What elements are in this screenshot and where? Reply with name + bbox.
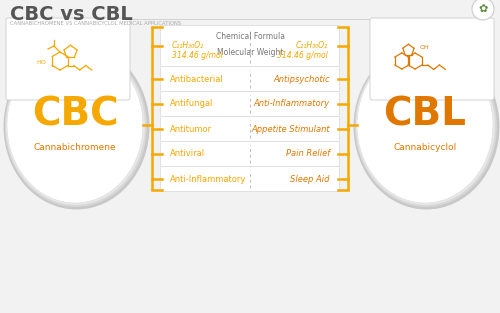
- Ellipse shape: [357, 47, 493, 203]
- Text: 314.46 g/mol: 314.46 g/mol: [172, 51, 223, 60]
- FancyBboxPatch shape: [160, 91, 340, 116]
- Text: Antibacterial: Antibacterial: [170, 74, 224, 84]
- Ellipse shape: [7, 47, 143, 203]
- Text: HO: HO: [37, 60, 46, 65]
- Text: Antipsychotic: Antipsychotic: [274, 74, 330, 84]
- Text: Antiviral: Antiviral: [170, 150, 205, 158]
- Text: Chemical Formula: Chemical Formula: [216, 32, 284, 41]
- Text: Anti-Inflammatory: Anti-Inflammatory: [254, 100, 330, 109]
- Text: Antitumor: Antitumor: [170, 125, 212, 134]
- Text: Antifungal: Antifungal: [170, 100, 214, 109]
- Text: CBC vs CBL: CBC vs CBL: [10, 5, 133, 24]
- FancyBboxPatch shape: [160, 167, 340, 192]
- Ellipse shape: [4, 44, 150, 209]
- Ellipse shape: [354, 44, 500, 209]
- FancyBboxPatch shape: [370, 18, 494, 100]
- Ellipse shape: [5, 45, 147, 207]
- Text: Sleep Aid: Sleep Aid: [290, 175, 330, 183]
- Ellipse shape: [356, 46, 495, 205]
- Text: Cannabicyclol: Cannabicyclol: [394, 142, 456, 151]
- Text: CBL: CBL: [384, 96, 466, 134]
- Text: 314.46 g/mol: 314.46 g/mol: [277, 51, 328, 60]
- Ellipse shape: [6, 46, 145, 205]
- FancyBboxPatch shape: [160, 25, 340, 66]
- Text: Anti-Inflammatory: Anti-Inflammatory: [170, 175, 246, 183]
- Text: CANNABICHROMENE VS CANNABICYCLOL MEDICAL APPLICATIONS: CANNABICHROMENE VS CANNABICYCLOL MEDICAL…: [10, 21, 181, 26]
- FancyBboxPatch shape: [160, 141, 340, 167]
- Ellipse shape: [355, 45, 497, 207]
- Text: ✿: ✿: [478, 4, 488, 14]
- Text: C₂₁H₃₀O₂: C₂₁H₃₀O₂: [172, 41, 204, 50]
- Text: Appetite Stimulant: Appetite Stimulant: [252, 125, 330, 134]
- Text: CBC: CBC: [32, 96, 118, 134]
- Circle shape: [472, 0, 494, 20]
- FancyBboxPatch shape: [160, 116, 340, 141]
- Text: Pain Relief: Pain Relief: [286, 150, 330, 158]
- Text: Cannabichromene: Cannabichromene: [34, 142, 116, 151]
- FancyBboxPatch shape: [6, 18, 130, 100]
- Text: C₂₁H₃₀O₂: C₂₁H₃₀O₂: [296, 41, 328, 50]
- Text: OH: OH: [420, 45, 429, 50]
- FancyBboxPatch shape: [160, 66, 340, 91]
- Text: Molecular Weight: Molecular Weight: [217, 48, 283, 57]
